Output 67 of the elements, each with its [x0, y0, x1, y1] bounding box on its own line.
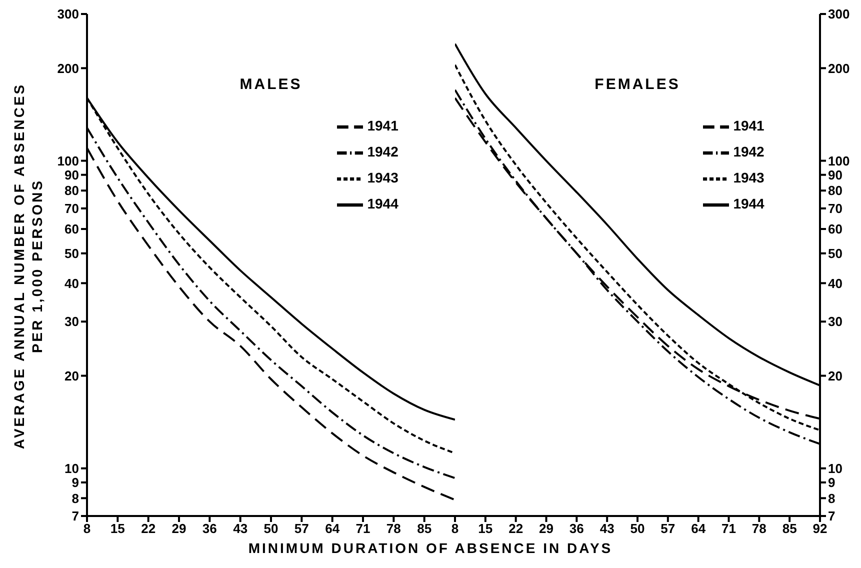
y-tick-label: 7: [828, 508, 836, 524]
y-tick-label: 7: [72, 508, 79, 524]
x-tick-label: 36: [202, 521, 217, 536]
y-tick-label: 30: [828, 314, 842, 330]
x-tick-label: 15: [110, 521, 125, 536]
y-tick-label: 80: [64, 183, 79, 198]
y-tick-label: 40: [828, 276, 842, 291]
y-tick-label: 100: [57, 153, 79, 168]
legend-label: 1943: [733, 170, 764, 186]
x-axis-title: MINIMUM DURATION OF ABSENCE IN DAYS: [247, 540, 614, 556]
y-tick-label: 10: [828, 460, 842, 476]
legend-label: 1941: [733, 118, 764, 134]
x-tick-label: 71: [722, 521, 736, 536]
y-tick-label: 70: [64, 201, 79, 216]
y-tick-label: 200: [57, 60, 79, 76]
legend-label: 1942: [733, 144, 764, 160]
y-tick-label: 200: [828, 60, 850, 76]
y-tick-label: 100: [828, 153, 850, 168]
y-tick-label: 30: [64, 314, 79, 330]
legend-label: 1944: [733, 196, 764, 212]
legend-label: 1944: [367, 196, 398, 212]
y-tick-label: 300: [57, 6, 79, 22]
x-tick-label: 50: [630, 521, 645, 536]
x-tick-label: 50: [264, 521, 278, 536]
y-tick-label: 90: [64, 167, 79, 182]
x-tick-label: 71: [356, 521, 370, 536]
x-tick-label: 85: [417, 521, 432, 536]
x-tick-label: 15: [478, 521, 493, 536]
y-tick-label: 70: [828, 201, 842, 216]
x-tick-label: 64: [325, 521, 340, 536]
y-tick-label: 20: [64, 368, 79, 384]
legend-label: 1941: [367, 118, 398, 134]
y-tick-label: 60: [828, 222, 842, 237]
legend-label: 1942: [367, 144, 398, 160]
y-tick-label: 90: [828, 167, 842, 182]
x-tick-label: 57: [660, 521, 676, 536]
y-tick-label: 50: [64, 246, 79, 261]
x-tick-label: 22: [508, 521, 524, 536]
x-tick-label: 8: [451, 521, 459, 536]
y-tick-label: 50: [828, 246, 842, 261]
y-tick-label: 300: [828, 6, 850, 22]
y-tick-label: 8: [72, 490, 79, 506]
x-tick-label: 92: [812, 521, 828, 536]
y-tick-label: 60: [64, 222, 79, 237]
x-tick-label: 57: [294, 521, 309, 536]
text: MALES: [238, 76, 304, 93]
x-tick-label: 36: [569, 521, 584, 536]
text: FEMALES: [594, 76, 682, 93]
x-tick-label: 78: [752, 521, 766, 536]
x-tick-label: 43: [233, 521, 248, 536]
x-tick-label: 29: [172, 521, 186, 536]
x-tick-label: 22: [141, 521, 156, 536]
x-tick-label: 78: [386, 521, 401, 536]
y-tick-label: 80: [828, 183, 842, 198]
legend-label: 1943: [367, 170, 398, 186]
y-tick-label: 10: [64, 460, 79, 476]
y-tick-label: 9: [828, 475, 836, 490]
y-tick-label: 8: [828, 490, 836, 506]
x-tick-label: 8: [83, 521, 91, 536]
x-tick-label: 85: [782, 521, 797, 536]
y-tick-label: 20: [828, 368, 842, 384]
x-tick-label: 43: [600, 521, 614, 536]
x-tick-label: 29: [539, 521, 554, 536]
y-tick-label: 9: [72, 475, 79, 490]
y-axis-title: AVERAGE ANNUAL NUMBER OF ABSENCES PER 1,000 PERSONS: [10, 82, 46, 452]
x-tick-label: 64: [691, 521, 706, 536]
y-tick-label: 40: [64, 276, 79, 291]
